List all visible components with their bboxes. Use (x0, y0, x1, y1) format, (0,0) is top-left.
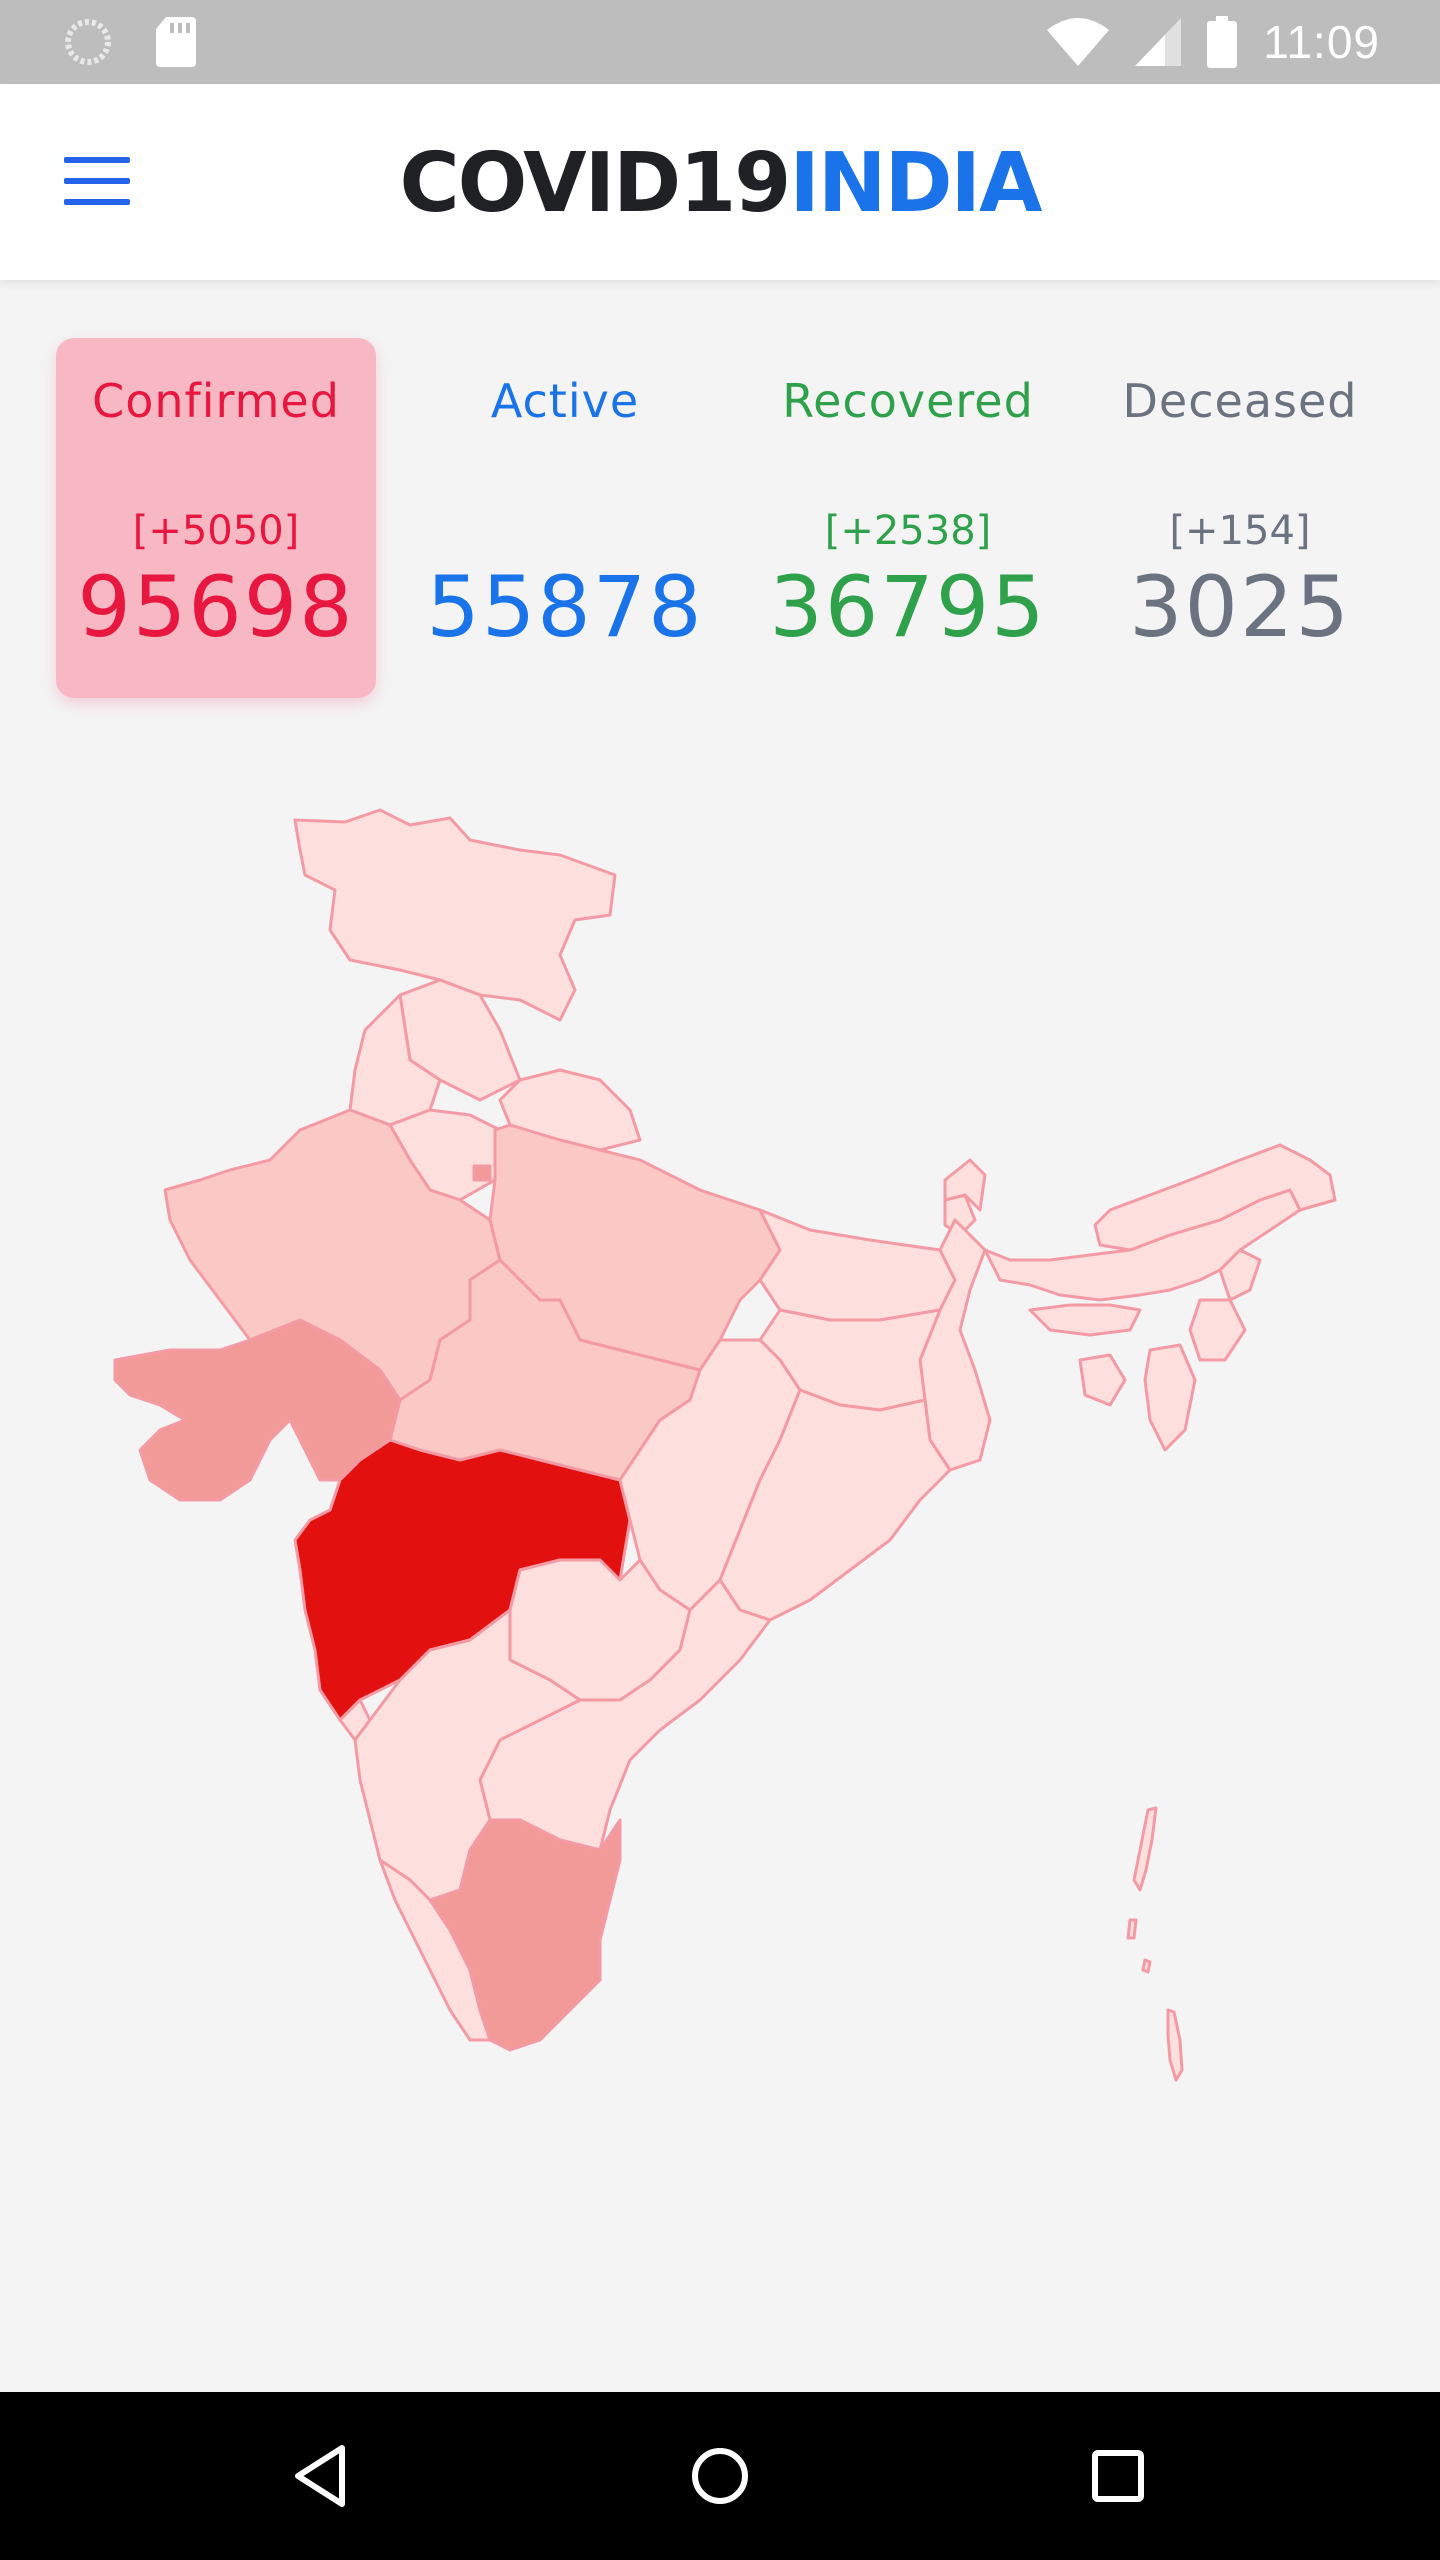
state-uttarakhand[interactable] (498, 1068, 642, 1152)
app-title: COVID19INDIA (0, 124, 1440, 244)
state-gujarat[interactable] (113, 1318, 402, 1502)
confirmed-card[interactable]: Confirmed [+5050] 95698 (56, 338, 376, 698)
status-time: 11:09 (1263, 16, 1380, 68)
status-bar: 11:09 (0, 0, 1440, 84)
state-tamil-nadu[interactable] (428, 1818, 622, 2052)
stats-row: Confirmed [+5050] 95698 Active 55878 Rec… (0, 330, 1440, 710)
deceased-value: 3025 (1129, 558, 1351, 656)
sd-card-icon (156, 17, 196, 67)
state-delhi[interactable] (472, 1164, 492, 1182)
back-icon[interactable] (282, 2436, 362, 2516)
state-north-bengal-link[interactable] (943, 1158, 987, 1212)
recovered-delta: [+2538] (824, 508, 992, 554)
recents-icon[interactable] (1078, 2436, 1158, 2516)
deceased-card[interactable]: Deceased [+154] 3025 (1080, 338, 1400, 698)
state-meghalaya[interactable] (1028, 1303, 1142, 1337)
battery-icon (1207, 16, 1238, 68)
confirmed-delta: [+5050] (132, 508, 300, 554)
home-icon[interactable] (680, 2436, 760, 2516)
india-map[interactable] (0, 780, 1440, 2140)
active-card[interactable]: Active 55878 (405, 338, 725, 698)
active-value: 55878 (426, 558, 704, 656)
state-manipur[interactable] (1188, 1298, 1247, 1362)
state-jammu-kashmir[interactable] (293, 808, 617, 1022)
system-nav-bar (0, 2392, 1440, 2560)
state-bihar[interactable] (758, 1208, 957, 1322)
state-assam[interactable] (983, 1188, 1302, 1302)
state-odisha[interactable] (718, 1388, 952, 1622)
recovered-card[interactable]: Recovered [+2538] 36795 (748, 338, 1068, 698)
cell-signal-icon (1135, 18, 1182, 66)
state-tripura[interactable] (1078, 1353, 1127, 1407)
loading-circle-icon (65, 19, 111, 65)
app-title-india: INDIA (789, 136, 1042, 231)
recovered-label: Recovered (782, 374, 1034, 428)
deceased-delta: [+154] (1169, 508, 1311, 554)
app-header: COVID19INDIA (0, 84, 1440, 280)
state-mizoram[interactable] (1143, 1343, 1197, 1452)
hamburger-menu-icon[interactable] (64, 157, 130, 205)
confirmed-value: 95698 (77, 558, 355, 656)
deceased-label: Deceased (1122, 374, 1358, 428)
wifi-icon (1047, 18, 1110, 66)
active-label: Active (490, 374, 640, 428)
state-andaman-nicobar[interactable] (1126, 1806, 1184, 2082)
app-title-covid19: COVID19 (399, 136, 791, 231)
state-nagaland[interactable] (1218, 1248, 1262, 1302)
state-arunachal-pradesh[interactable] (1093, 1143, 1337, 1252)
confirmed-label: Confirmed (92, 374, 340, 428)
recovered-value: 36795 (769, 558, 1047, 656)
